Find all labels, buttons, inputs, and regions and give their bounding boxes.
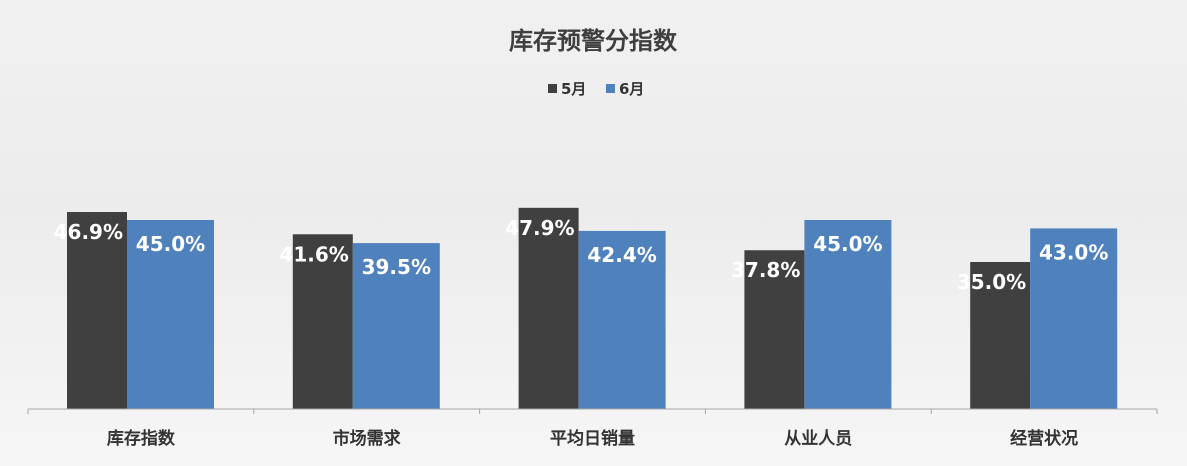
legend-label-may: 5月: [561, 80, 586, 98]
category-label: 从业人员: [784, 429, 852, 449]
bar-may: [67, 212, 127, 409]
value-label-may: 47.9%: [505, 216, 574, 240]
category-label: 平均日销量: [550, 428, 635, 449]
bar-june: [352, 243, 440, 409]
bars-group: [67, 207, 1118, 409]
legend: 5月 6月: [548, 80, 644, 98]
legend-label-june: 6月: [619, 80, 644, 98]
bar-june: [127, 220, 214, 409]
category-label: 经营状况: [1010, 428, 1078, 449]
value-label-may: 37.8%: [731, 258, 800, 282]
legend-swatch-may: [548, 84, 557, 93]
legend-swatch-june: [606, 84, 615, 93]
value-label-may: 46.9%: [54, 220, 123, 244]
bar-june: [578, 230, 666, 409]
value-label-may: 35.0%: [957, 270, 1026, 294]
value-label-june: 43.0%: [1039, 240, 1108, 264]
value-label-june: 39.5%: [362, 255, 431, 279]
bar-may: [970, 262, 1031, 409]
bar-may: [744, 250, 805, 409]
bar-may: [518, 207, 579, 409]
bar-june: [1030, 228, 1118, 409]
value-label-may: 41.6%: [279, 242, 348, 266]
value-labels: 46.9% 45.0% 41.6% 39.5% 47.9% 42.4% 37.8% 45.0%…: [54, 216, 1109, 294]
value-label-june: 42.4%: [587, 243, 656, 267]
bar-june: [804, 220, 892, 409]
chart-title: 库存预警分指数: [509, 27, 678, 55]
bar-may: [292, 234, 353, 409]
value-label-june: 45.0%: [136, 232, 205, 256]
x-axis: 库存指数 市场需求 平均日销量 从业人员 经营状况: [27, 408, 1158, 449]
category-label: 库存指数: [107, 428, 176, 449]
category-label: 市场需求: [333, 428, 401, 449]
value-label-june: 45.0%: [813, 232, 882, 256]
